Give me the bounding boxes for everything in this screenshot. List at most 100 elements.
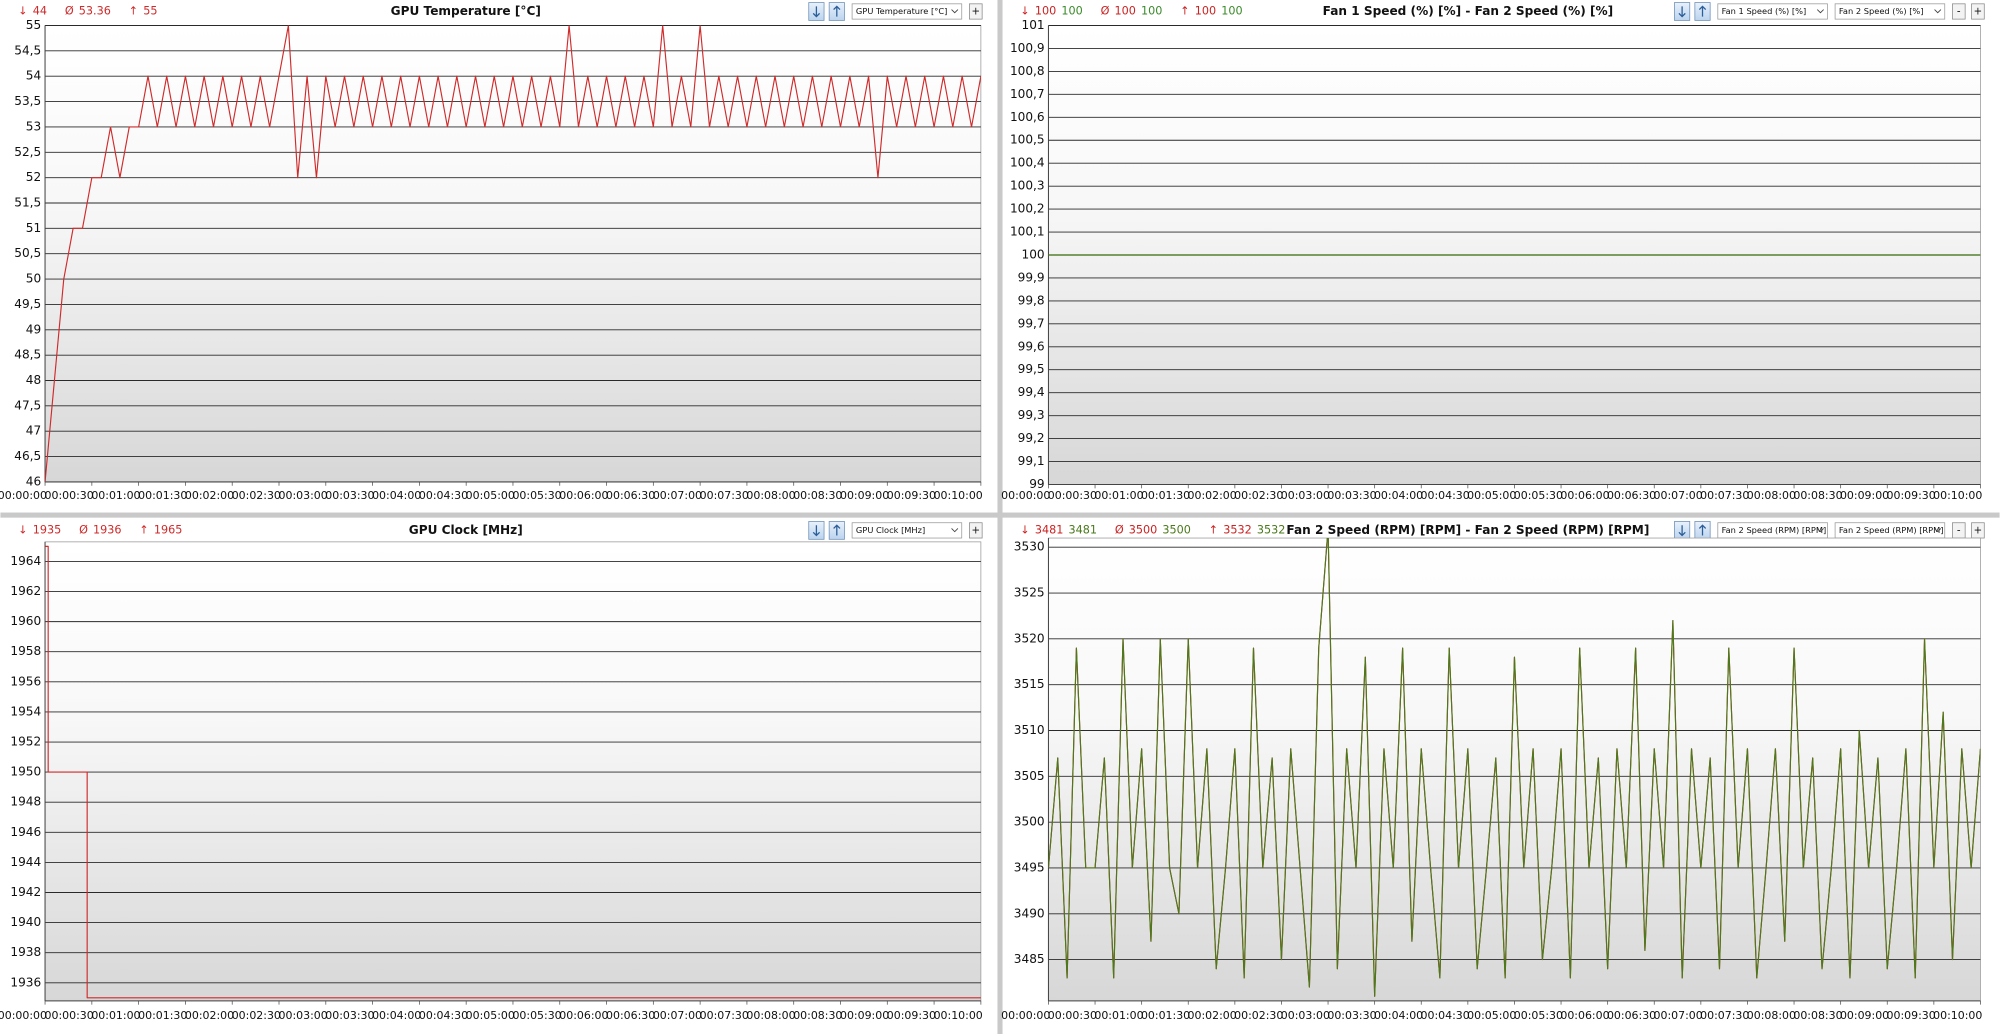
y-tick-label: 99,9 bbox=[1018, 270, 1045, 284]
series-line bbox=[45, 25, 981, 482]
stat-symbol: ↑ bbox=[1209, 523, 1218, 536]
y-tick-label: 99 bbox=[1029, 477, 1044, 491]
y-tick-label: 3520 bbox=[1014, 631, 1045, 645]
x-tick-label: 00:07:30 bbox=[700, 489, 749, 502]
x-tick-label: 00:00:00 bbox=[1001, 489, 1050, 502]
x-tick-label: 00:04:00 bbox=[372, 1009, 421, 1022]
x-tick-label: 00:10:00 bbox=[1933, 1009, 1982, 1022]
y-tick-label: 99,5 bbox=[1018, 362, 1045, 376]
x-tick-label: 00:04:00 bbox=[372, 489, 421, 502]
x-tick-label: 00:09:00 bbox=[1840, 1009, 1889, 1022]
move-arrow bbox=[833, 5, 841, 17]
stat-value: 3481 bbox=[1035, 523, 1064, 536]
move-arrow bbox=[1698, 5, 1707, 17]
x-tick-label: 00:01:30 bbox=[1141, 489, 1190, 502]
stat-symbol: ↑ bbox=[139, 523, 148, 536]
dropdown-label[interactable]: GPU Clock [MHz] bbox=[856, 525, 925, 535]
x-tick-label: 00:02:00 bbox=[185, 1009, 234, 1022]
y-tick-label: 99,2 bbox=[1018, 431, 1045, 445]
button-label[interactable]: + bbox=[1974, 525, 1983, 536]
button-label[interactable]: + bbox=[1974, 6, 1983, 17]
x-tick-label: 00:07:30 bbox=[1700, 1009, 1749, 1022]
y-tick-label: 54 bbox=[26, 69, 42, 83]
stat-value: 3500 bbox=[1162, 523, 1191, 536]
dropdown-arrow bbox=[1816, 9, 1824, 14]
stat-value: 100 bbox=[1061, 4, 1082, 17]
stat-symbol: Ø bbox=[65, 4, 74, 17]
dropdown-label[interactable]: Fan 2 Speed (RPM) [RPM] bbox=[1722, 525, 1827, 535]
y-tick-label: 1950 bbox=[10, 765, 41, 779]
stat-value: 3532 bbox=[1257, 523, 1286, 536]
x-tick-label: 00:07:00 bbox=[653, 1009, 702, 1022]
button-label[interactable]: + bbox=[972, 525, 981, 536]
button-label[interactable]: + bbox=[972, 6, 981, 17]
y-tick-label: 1946 bbox=[10, 825, 41, 839]
button[interactable] bbox=[1952, 3, 1966, 20]
stat-symbol: ↑ bbox=[1180, 4, 1189, 17]
x-tick-label: 00:04:00 bbox=[1374, 489, 1423, 502]
y-tick-label: 52 bbox=[26, 170, 41, 184]
x-tick-label: 00:05:00 bbox=[466, 1009, 515, 1022]
series-dropdown[interactable] bbox=[851, 522, 963, 539]
move-arrow bbox=[1698, 524, 1707, 536]
x-tick-label: 00:06:30 bbox=[606, 489, 655, 502]
stat-value: 3532 bbox=[1223, 523, 1252, 536]
stat-symbol: ↓ bbox=[18, 4, 27, 17]
button[interactable] bbox=[969, 522, 983, 539]
x-tick-label: 00:06:00 bbox=[559, 489, 608, 502]
button[interactable] bbox=[1971, 3, 1985, 20]
button-label[interactable]: - bbox=[1957, 6, 1961, 17]
series-dropdown[interactable] bbox=[1834, 3, 1946, 20]
x-tick-label: 00:05:00 bbox=[1467, 1009, 1516, 1022]
series-line bbox=[1048, 538, 1981, 997]
button-label[interactable]: - bbox=[1957, 525, 1961, 536]
y-tick-label: 100,8 bbox=[1010, 64, 1045, 78]
move-arrow bbox=[833, 524, 841, 536]
y-tick-label: 99,7 bbox=[1018, 316, 1045, 330]
y-tick-label: 3500 bbox=[1014, 815, 1045, 829]
x-tick-label: 00:10:00 bbox=[934, 1009, 983, 1022]
y-tick-label: 100,7 bbox=[1010, 87, 1045, 101]
button[interactable] bbox=[969, 3, 983, 20]
dropdown-label[interactable]: Fan 2 Speed (%) [%] bbox=[1839, 6, 1924, 16]
y-tick-label: 100,2 bbox=[1010, 202, 1045, 216]
y-tick-label: 100,9 bbox=[1010, 41, 1045, 55]
chart-title: GPU Temperature [°C] bbox=[391, 4, 541, 18]
x-tick-label: 00:01:00 bbox=[1094, 489, 1143, 502]
x-tick-label: 00:09:30 bbox=[1887, 489, 1936, 502]
stat-value: 44 bbox=[33, 4, 47, 17]
stat-symbol: ↓ bbox=[18, 523, 27, 536]
stat-symbol: Ø bbox=[1115, 523, 1124, 536]
y-tick-label: 1958 bbox=[10, 644, 41, 658]
x-tick-label: 00:00:00 bbox=[0, 489, 47, 502]
y-tick-label: 48 bbox=[26, 373, 41, 387]
x-tick-label: 00:00:30 bbox=[1048, 1009, 1097, 1022]
series-dropdown[interactable] bbox=[851, 3, 963, 20]
x-tick-label: 00:09:30 bbox=[1887, 1009, 1936, 1022]
series-dropdown[interactable] bbox=[1717, 3, 1828, 20]
x-tick-label: 00:01:00 bbox=[91, 1009, 140, 1022]
x-tick-label: 00:01:00 bbox=[1094, 1009, 1143, 1022]
x-tick-label: 00:03:30 bbox=[325, 489, 374, 502]
y-tick-label: 99,1 bbox=[1018, 454, 1045, 468]
dropdown-label[interactable]: GPU Temperature [°C] bbox=[856, 6, 947, 16]
y-tick-label: 53,5 bbox=[14, 94, 41, 108]
move-arrow bbox=[812, 525, 821, 537]
dropdown-label[interactable]: Fan 1 Speed (%) [%] bbox=[1722, 6, 1807, 16]
stat-value: 100 bbox=[1195, 4, 1216, 17]
x-tick-label: 00:02:00 bbox=[1188, 1009, 1237, 1022]
chart-title: GPU Clock [MHz] bbox=[409, 523, 523, 537]
y-tick-label: 54,5 bbox=[14, 43, 41, 57]
x-tick-label: 00:03:00 bbox=[279, 1009, 328, 1022]
y-tick-label: 1942 bbox=[10, 885, 41, 899]
stats: ↓ 1935 Ø 1936 ↑ 1965 bbox=[18, 523, 182, 536]
dropdown-arrow bbox=[951, 528, 959, 533]
horizontal-splitter bbox=[0, 512, 2000, 518]
x-tick-label: 00:09:30 bbox=[887, 1009, 936, 1022]
x-tick-label: 00:03:30 bbox=[325, 1009, 374, 1022]
x-tick-label: 00:05:30 bbox=[512, 489, 561, 502]
stat-symbol: Ø bbox=[1101, 4, 1110, 17]
y-tick-label: 55 bbox=[26, 18, 41, 32]
dropdown-label[interactable]: Fan 2 Speed (RPM) [RPM] bbox=[1839, 525, 1944, 535]
